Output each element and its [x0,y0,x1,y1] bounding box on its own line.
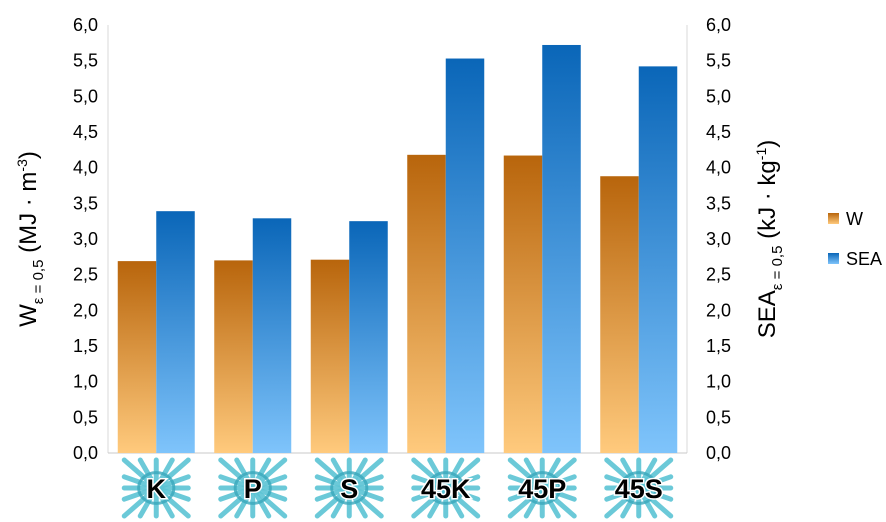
bar-sea-45p [542,44,581,454]
y2-tick-label: 3,0 [706,229,731,249]
y-axis-title-main: W [15,304,42,327]
legend-swatch-w [828,213,839,224]
y-tick-label: 1,0 [73,372,98,392]
bar-w-45k [407,154,446,453]
y-tick-label: 2,5 [73,265,98,285]
lattice-unit-cell-icon [507,457,577,519]
category-icons [121,457,674,519]
y-tick-label: 6,0 [73,15,98,35]
category-label-45k: 45K [421,474,471,504]
lattice-unit-cell-icon [218,457,288,519]
bar-w-k [117,261,157,453]
y-axis-title-sup: -3 [14,159,30,172]
y2-axis-title-sup: -1 [753,148,769,161]
legend-label-w: W [846,209,863,229]
legend-label-sea: SEA [846,249,882,269]
lattice-unit-cell-icon [604,457,674,519]
y-tick-label: 3,0 [73,229,98,249]
y2-tick-label: 0,0 [706,443,731,463]
bar-w-s [310,259,350,453]
y2-tick-label: 5,0 [706,86,731,106]
y-tick-label: 0,0 [73,443,98,463]
category-labels: K P S 45K 45P 45S [145,473,664,506]
y2-axis-title-end: ) [754,140,781,148]
bar-w-p [214,260,253,453]
y-tick-label: 0,5 [73,407,98,427]
bar-w-45s [600,176,639,453]
bar-sea-45k [445,58,485,453]
lattice-unit-cell-icon [411,457,481,519]
y-axis-title-end: ) [15,151,42,159]
y2-tick-label: 3,5 [706,193,731,213]
y2-tick-label: 4,5 [706,122,731,142]
legend-swatch-sea [828,253,839,264]
y2-axis-title: SEAε = 0,5 (kJ · kg-1) [753,140,786,338]
y2-tick-label: 1,0 [706,372,731,392]
y-axis-title: Wε = 0,5 (MJ · m-3) [14,151,47,327]
left-y-tick-labels: 0,0 0,5 1,0 1,5 2,0 2,5 3,0 3,5 4,0 4,5 5,0 5,5 6,0 [73,15,98,463]
y2-tick-label: 5,5 [706,51,731,71]
bar-sea-k [156,211,195,453]
category-label-p: P [244,474,262,504]
y-axis-title-sub: ε = 0,5 [30,260,47,305]
lattice-unit-cell-icon [121,457,191,519]
y2-tick-label: 4,0 [706,158,731,178]
bar-w-45p [503,155,543,454]
lattice-unit-cell-icon [314,457,384,519]
y2-tick-label: 1,5 [706,336,731,356]
bar-sea-45s [638,66,678,453]
legend: W SEA [828,209,882,269]
y2-tick-label: 0,5 [706,407,731,427]
y2-axis-title-unit: (kJ · kg [754,160,781,245]
right-y-tick-labels: 0,0 0,5 1,0 1,5 2,0 2,5 3,0 3,5 4,0 4,5 5,0 5,5 6,0 [706,15,731,463]
category-label-45s: 45S [615,474,663,504]
category-label-45p: 45P [518,474,566,504]
y2-axis-title-main: SEA [754,290,781,338]
bars [117,44,678,454]
y2-tick-label: 2,5 [706,265,731,285]
bar-sea-s [349,221,388,453]
y-tick-label: 3,5 [73,193,98,213]
y2-tick-label: 2,0 [706,300,731,320]
y-tick-label: 5,0 [73,86,98,106]
bar-sea-p [252,218,292,453]
y-tick-label: 5,5 [73,51,98,71]
y-tick-label: 1,5 [73,336,98,356]
y2-axis-title-sub: ε = 0,5 [769,246,786,291]
category-label-s: S [340,474,358,504]
y2-tick-label: 6,0 [706,15,731,35]
y-tick-label: 2,0 [73,300,98,320]
y-tick-label: 4,5 [73,122,98,142]
y-tick-label: 4,0 [73,158,98,178]
y-axis-title-unit: (MJ · m [15,172,42,260]
category-label-k: K [147,474,167,504]
